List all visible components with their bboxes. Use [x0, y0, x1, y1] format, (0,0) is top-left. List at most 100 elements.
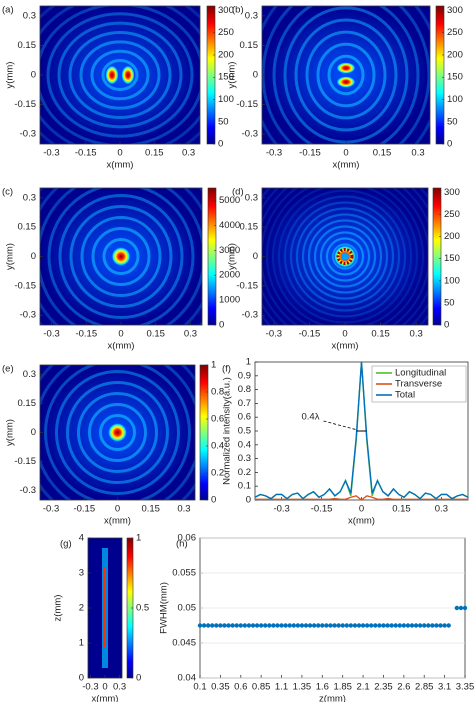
x-axis-label: x(mm): [92, 694, 119, 702]
point: [242, 623, 248, 628]
x-tick-label: 0: [359, 504, 364, 515]
point: [328, 623, 333, 628]
ring: [327, 54, 365, 96]
x-tick-label: 0: [118, 329, 123, 340]
colorbar-tick-label: 100: [444, 275, 460, 286]
y-tick-label: 0.06: [178, 533, 197, 544]
x-tick-label: -0.15: [299, 148, 321, 159]
ring: [55, 370, 180, 495]
x-tick-label: 0: [117, 148, 122, 159]
point: [267, 623, 272, 628]
colorbar-tick-label: 0: [218, 139, 223, 150]
x-tick-label: 0.3: [435, 504, 448, 515]
y-tick-label: 0: [31, 427, 36, 438]
point: [340, 623, 345, 628]
point: [320, 623, 325, 628]
colorbar: [432, 187, 442, 326]
point: [430, 623, 435, 628]
point: [271, 623, 276, 628]
point: [250, 623, 256, 628]
ring: [77, 392, 158, 473]
axes-box: [261, 187, 429, 326]
colorbar-tick-label: 0.2: [211, 468, 224, 479]
point: [405, 623, 411, 628]
point: [303, 623, 309, 628]
series-line: [255, 495, 468, 501]
colorbar-tick-label: 0.6: [211, 414, 224, 425]
y-axis-label: FWHM(mm): [159, 582, 170, 634]
y-tick-label: 4: [79, 533, 84, 544]
point: [446, 623, 451, 628]
point: [336, 623, 341, 628]
colorbar-tick-label: 0: [219, 320, 224, 331]
x-tick-label: -0.15: [75, 329, 97, 340]
colorbar-tick-label: 50: [218, 116, 229, 127]
ring: [289, 201, 401, 312]
x-tick-label: 0.3: [411, 148, 424, 159]
point: [218, 623, 223, 628]
y-tick-label: -0.3: [242, 129, 258, 140]
point: [246, 623, 252, 628]
point: [254, 623, 260, 628]
spot: [105, 65, 119, 85]
point: [299, 623, 305, 628]
point: [307, 623, 313, 628]
point: [210, 623, 215, 628]
colorbar-tick-label: 200: [447, 49, 463, 60]
ring: [307, 219, 383, 294]
x-tick-label: 0.15: [146, 329, 165, 340]
y-tick-label: -0.15: [236, 99, 258, 110]
y-axis-label: z(mm): [53, 595, 64, 622]
panel-label: (g): [60, 539, 72, 550]
y-axis-label: y(mm): [227, 62, 238, 89]
ring: [90, 49, 150, 101]
point: [279, 623, 284, 628]
ring: [91, 227, 151, 286]
y-tick-label: 3: [79, 568, 84, 579]
point: [377, 623, 382, 628]
y-tick-label: 0.3: [23, 192, 36, 203]
y-tick-label: 0.3: [245, 10, 258, 21]
colorbar-tick-label: 150: [444, 253, 460, 264]
y-tick-label: 0.3: [23, 369, 36, 380]
y-tick-label: 0.05: [178, 603, 197, 614]
colorbar-tick-label: 100: [218, 94, 234, 105]
y-axis-label: y(mm): [5, 419, 16, 446]
ring: [47, 188, 195, 325]
y-tick-label: 0.3: [23, 10, 36, 21]
x-axis-label: x(mm): [348, 516, 375, 527]
x-tick-label: 1.85: [333, 682, 352, 693]
legend-label: Longitudinal: [395, 368, 446, 379]
y-axis-label: Normalized intensity(a.u.): [222, 377, 233, 485]
y-tick-label: 0: [31, 70, 36, 81]
x-tick-label: 2.6: [397, 682, 410, 693]
ring: [305, 30, 387, 120]
heatmap-image: [40, 188, 202, 325]
x-axis-label: x(mm): [108, 341, 135, 352]
y-axis-label: y(mm): [227, 243, 238, 270]
point: [201, 623, 207, 628]
x-tick-label: -0.15: [311, 504, 333, 515]
point: [426, 623, 431, 628]
point: [381, 623, 386, 628]
x-tick-label: -0.3: [266, 148, 282, 159]
x-tick-label: -0.15: [75, 148, 97, 159]
point: [458, 605, 464, 611]
colorbar-tick-label: 1: [211, 360, 216, 371]
y-tick-label: 0: [253, 70, 258, 81]
x-axis-label: x(mm): [333, 160, 360, 171]
point: [389, 623, 394, 628]
x-tick-label: 0.15: [145, 148, 164, 159]
colorbar-tick-label: 1: [136, 533, 141, 544]
y-tick-label: 0.15: [18, 398, 37, 409]
point: [344, 623, 349, 628]
y-axis-label: y(mm): [5, 243, 16, 270]
y-tick-label: 0: [246, 495, 251, 506]
x-tick-label: -0.3: [273, 504, 289, 515]
beam-core: [104, 568, 106, 648]
heatmap-image: [262, 188, 428, 325]
y-tick-label: -0.15: [236, 280, 258, 291]
y-tick-label: 0.15: [240, 222, 259, 233]
x-tick-label: 2.85: [415, 682, 434, 693]
